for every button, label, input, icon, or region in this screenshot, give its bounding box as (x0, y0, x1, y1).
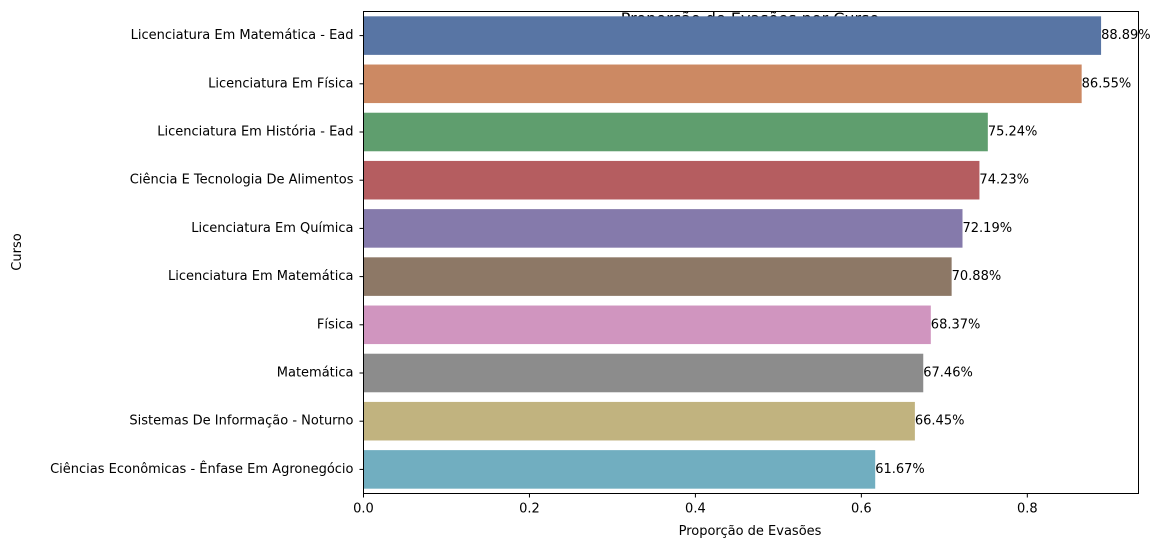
y-tick-label: Licenciatura Em Matemática (168, 269, 354, 284)
data-label: 72.19% (963, 221, 1013, 236)
y-tick-label: Ciências Econômicas - Ênfase Em Agronegó… (50, 461, 353, 477)
bar (363, 160, 980, 200)
bar (363, 257, 952, 296)
bar (363, 450, 876, 489)
data-labels-layer: 88.89% 86.55% 75.24% 74.23% 72.19% 70.88% 68.3… (875, 28, 1150, 477)
x-tick-label: 0.8 (1017, 502, 1038, 517)
bar (363, 64, 1082, 104)
bar (363, 353, 924, 393)
bar (363, 209, 963, 248)
plot-frame (363, 11, 1139, 494)
data-label: 68.37% (931, 317, 981, 332)
bar (363, 16, 1102, 55)
x-axis-label: Proporção de Evasões (679, 524, 822, 539)
x-tick-label: 0.2 (519, 502, 540, 517)
bars-layer (363, 16, 1102, 489)
y-tick-label: Física (317, 317, 354, 332)
y-tick-label: Matemática (277, 366, 354, 381)
data-label: 70.88% (952, 269, 1002, 284)
data-label: 66.45% (915, 414, 965, 429)
y-tick-label: Licenciatura Em Física (208, 76, 353, 91)
data-label: 86.55% (1082, 76, 1132, 91)
data-label: 67.46% (923, 366, 973, 381)
x-tick-label: 0.4 (685, 502, 706, 517)
y-axis: Licenciatura Em Matemática - Ead Licencia… (50, 28, 364, 477)
y-tick-label: Sistemas De Informação - Noturno (129, 414, 353, 429)
y-axis-label: Curso (10, 233, 25, 270)
data-label: 75.24% (988, 125, 1038, 140)
data-label: 61.67% (875, 462, 925, 477)
x-tick-label: 0.6 (851, 502, 872, 517)
y-tick-label: Licenciatura Em Matemática - Ead (131, 28, 354, 43)
bar (363, 401, 915, 441)
y-tick-label: Ciência E Tecnologia De Alimentos (130, 173, 354, 188)
data-label: 88.89% (1101, 28, 1151, 43)
y-tick-label: Licenciatura Em Química (191, 221, 353, 236)
x-tick-label: 0.0 (353, 502, 374, 517)
data-label: 74.23% (979, 173, 1029, 188)
bar (363, 112, 988, 152)
x-axis: 0.0 0.2 0.4 0.6 0.8 (353, 493, 1038, 517)
y-tick-label: Licenciatura Em História - Ead (157, 125, 353, 140)
bar (363, 305, 931, 345)
